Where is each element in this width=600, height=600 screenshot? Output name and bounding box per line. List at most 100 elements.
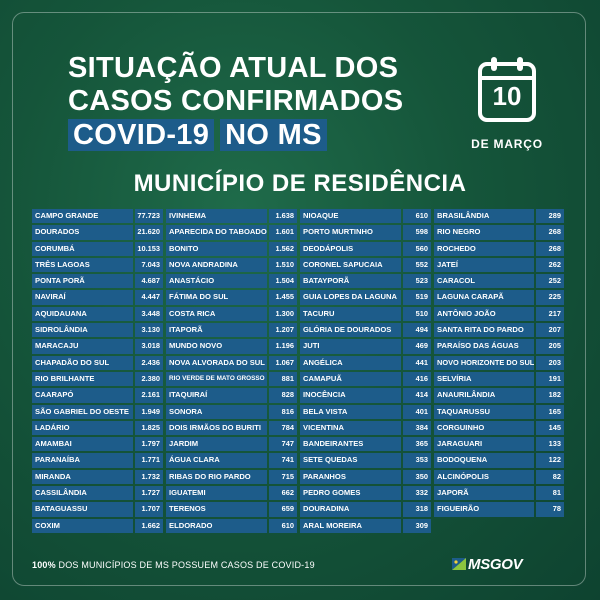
municipality-name: TACURU [300,306,401,322]
case-count: 203 [536,355,564,370]
table-row: JATEÍ 262 [434,257,564,273]
case-count: 1.727 [135,486,163,501]
municipality-name: LADÁRIO [32,420,133,436]
municipality-name: JAPORÃ [434,486,534,501]
municipality-name: DOURADINA [300,502,401,517]
calendar-month: DE MARÇO [471,137,543,151]
table-row: CAMAPUÃ 416 [300,371,431,387]
table-row: GUIA LOPES DA LAGUNA 519 [300,290,431,305]
table-row: LAGUNA CARAPÃ 225 [434,290,564,305]
case-count: 1.732 [135,469,163,485]
case-count: 610 [269,518,297,533]
case-count: 309 [403,518,431,533]
table-row: LADÁRIO 1.825 [32,420,163,436]
title-line-3: COVID-19 NO MS [68,119,403,152]
municipality-name: NAVIRAÍ [32,290,133,305]
table-row: AMAMBAI 1.797 [32,437,163,452]
municipality-name: TAQUARUSSU [434,404,534,419]
case-count: 165 [536,404,564,419]
municipality-name: JUTI [300,339,401,354]
table-row: ANTÔNIO JOÃO 217 [434,306,564,322]
municipality-name: JARAGUARI [434,437,534,452]
municipality-name: MIRANDA [32,469,133,485]
case-count: 3.018 [135,339,163,354]
case-count: 332 [403,486,431,501]
municipality-name: SONORA [166,404,267,419]
case-count: 510 [403,306,431,322]
table-row: SELVÍRIA 191 [434,371,564,387]
table-row: BRASILÂNDIA 289 [434,209,564,224]
municipality-name: COSTA RICA [166,306,267,322]
table-row: PORTO MURTINHO 598 [300,225,431,240]
municipality-name: ARAL MOREIRA [300,518,401,533]
case-count: 523 [403,274,431,289]
case-count: 1.662 [135,518,163,533]
table-row: RIO VERDE DE MATO GROSSO 881 [166,371,297,387]
table-row: FIGUEIRÃO 78 [434,502,564,517]
title-ms-highlight: NO MS [220,119,327,151]
municipality-name: PEDRO GOMES [300,486,401,501]
case-count: 21.620 [135,225,163,240]
table-row: TACURU 510 [300,306,431,322]
case-count: 1.707 [135,502,163,517]
title-line-1: SITUAÇÃO ATUAL DOS [68,52,399,84]
table-row: ALCINÓPOLIS 82 [434,469,564,485]
case-count: 747 [269,437,297,452]
table-row: SIDROLÂNDIA 3.130 [32,323,163,338]
case-count: 365 [403,437,431,452]
municipality-name: INOCÊNCIA [300,388,401,403]
case-count: 289 [536,209,564,224]
case-count: 1.300 [269,306,297,322]
table-row: BODOQUENA 122 [434,453,564,468]
case-count: 552 [403,257,431,273]
municipality-name: ANAURILÂNDIA [434,388,534,403]
table-row: RIO NEGRO 268 [434,225,564,240]
case-count: 741 [269,453,297,468]
municipality-name: LAGUNA CARAPÃ [434,290,534,305]
table-row: RIO BRILHANTE 2.380 [32,371,163,387]
table-row: AQUIDAUANA 3.448 [32,306,163,322]
municipality-name: ALCINÓPOLIS [434,469,534,485]
municipality-name: SELVÍRIA [434,371,534,387]
case-count: 122 [536,453,564,468]
table-row: PONTA PORÃ 4.687 [32,274,163,289]
municipality-name: BATAYPORÃ [300,274,401,289]
table-row: MUNDO NOVO 1.196 [166,339,297,354]
table-row: JUTI 469 [300,339,431,354]
case-count: 225 [536,290,564,305]
municipality-name: BODOQUENA [434,453,534,468]
table-row: CORONEL SAPUCAIA 552 [300,257,431,273]
table-row: GLÓRIA DE DOURADOS 494 [300,323,431,338]
municipality-name: AMAMBAI [32,437,133,452]
case-count: 1.067 [269,355,297,370]
table-row: ITAQUIRAÍ 828 [166,388,297,403]
case-count: 268 [536,241,564,256]
case-count: 4.447 [135,290,163,305]
municipality-name: BONITO [166,241,267,256]
case-count: 182 [536,388,564,403]
table-row: PARAÍSO DAS ÁGUAS 205 [434,339,564,354]
case-count: 1.510 [269,257,297,273]
municipality-name: CORONEL SAPUCAIA [300,257,401,273]
municipality-name: ROCHEDO [434,241,534,256]
municipality-name: SETE QUEDAS [300,453,401,468]
table-row: ITAPORÃ 1.207 [166,323,297,338]
municipality-name: ANASTÁCIO [166,274,267,289]
case-count: 7.043 [135,257,163,273]
case-count: 1.601 [269,225,297,240]
municipality-name: ANGÉLICA [300,355,401,370]
case-count: 2.380 [135,371,163,387]
table-row: ELDORADO 610 [166,518,297,533]
case-count: 816 [269,404,297,419]
case-count: 217 [536,306,564,322]
municipality-name: TRÊS LAGOAS [32,257,133,273]
case-count: 784 [269,420,297,436]
case-count: 1.504 [269,274,297,289]
municipality-name: CORUMBÁ [32,241,133,256]
case-count: 1.825 [135,420,163,436]
municipality-name: MUNDO NOVO [166,339,267,354]
table-row: CHAPADÃO DO SUL 2.436 [32,355,163,370]
calendar-icon [478,57,536,122]
footer-note: 100% DOS MUNICÍPIOS DE MS POSSUEM CASOS … [32,560,315,570]
table-row: IVINHEMA 1.638 [166,209,297,224]
